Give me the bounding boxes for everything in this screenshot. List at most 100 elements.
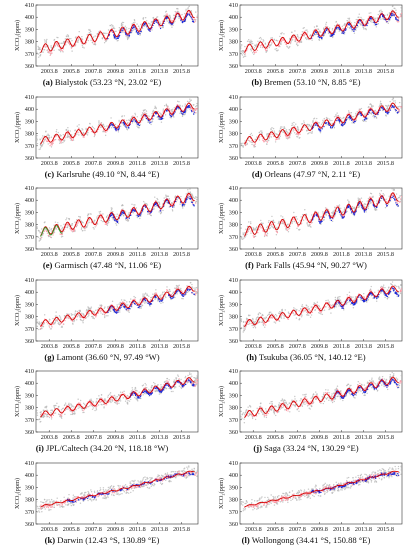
- background-point: [94, 44, 97, 46]
- model-point: [336, 205, 338, 207]
- background-point: [268, 46, 270, 49]
- observation-point: [128, 34, 131, 36]
- model-point: [278, 44, 280, 47]
- background-point: [319, 31, 322, 33]
- model-point: [59, 48, 61, 50]
- model-point: [194, 18, 196, 20]
- model-point: [105, 131, 107, 133]
- background-point: [37, 45, 39, 48]
- background-point: [398, 101, 401, 103]
- background-point: [114, 30, 116, 33]
- background-point: [118, 120, 120, 123]
- background-point: [82, 128, 84, 131]
- background-point: [107, 214, 109, 217]
- observation-point: [330, 34, 332, 36]
- background-point: [291, 222, 293, 225]
- background-point: [268, 132, 270, 134]
- background-point: [260, 38, 263, 40]
- background-point: [67, 126, 69, 129]
- background-point: [42, 140, 44, 142]
- background-point: [142, 118, 144, 120]
- model-point: [50, 142, 52, 144]
- background-point: [251, 42, 254, 45]
- background-point: [77, 40, 80, 42]
- background-point: [59, 51, 62, 53]
- background-point: [87, 213, 90, 216]
- background-point: [296, 44, 299, 47]
- background-point: [42, 141, 45, 144]
- background-point: [285, 130, 288, 132]
- observation-point: [386, 111, 388, 113]
- model-point: [245, 143, 247, 145]
- observation-point: [118, 127, 120, 129]
- panel-letter: (b): [251, 77, 262, 87]
- background-point: [153, 207, 155, 209]
- background-point: [43, 39, 46, 41]
- model-point: [123, 118, 126, 120]
- background-point: [256, 43, 258, 46]
- background-point: [140, 23, 142, 26]
- background-point: [306, 123, 308, 126]
- background-point: [320, 223, 322, 225]
- background-point: [350, 111, 353, 113]
- background-point: [124, 211, 127, 213]
- background-point: [91, 41, 94, 44]
- background-point: [85, 127, 87, 129]
- background-point: [61, 235, 64, 238]
- background-point: [39, 238, 41, 240]
- model-point: [294, 129, 296, 131]
- background-point: [273, 221, 276, 224]
- observation-point: [115, 220, 117, 222]
- background-point: [100, 220, 102, 222]
- background-point: [178, 17, 180, 20]
- background-point: [333, 209, 336, 212]
- model-point: [262, 46, 264, 48]
- observation-point: [116, 128, 118, 130]
- background-point: [66, 226, 69, 228]
- background-point: [126, 119, 128, 121]
- background-point: [394, 99, 396, 102]
- background-point: [116, 213, 118, 216]
- model-point: [56, 42, 58, 44]
- background-point: [159, 206, 161, 208]
- observation-point: [343, 123, 345, 125]
- background-point: [399, 105, 401, 107]
- observation-point: [159, 27, 162, 30]
- background-point: [182, 207, 184, 209]
- x-tick-label: 2005.8: [63, 251, 80, 258]
- plot-frame: [35, 96, 199, 158]
- observation-point: [193, 204, 195, 207]
- background-point: [194, 109, 196, 111]
- fit-curve: [40, 9, 195, 54]
- model-point: [85, 41, 88, 43]
- observation-point: [396, 19, 398, 21]
- background-point: [369, 192, 372, 195]
- background-point: [379, 103, 381, 106]
- background-point: [89, 29, 91, 31]
- background-point: [366, 200, 368, 203]
- background-point: [365, 22, 367, 24]
- model-point: [195, 111, 197, 113]
- background-point: [319, 216, 321, 218]
- background-point: [70, 133, 73, 136]
- model-point: [180, 14, 182, 16]
- background-point: [60, 236, 63, 238]
- model-point: [48, 234, 50, 237]
- background-point: [195, 105, 197, 107]
- background-point: [179, 203, 181, 206]
- background-point: [355, 119, 358, 121]
- background-point: [274, 48, 276, 50]
- background-point: [242, 50, 244, 52]
- background-point: [264, 43, 267, 45]
- background-point: [381, 109, 384, 111]
- model-point: [67, 133, 69, 135]
- background-point: [89, 122, 91, 124]
- model-point: [386, 201, 388, 203]
- background-point: [310, 34, 312, 37]
- background-point: [36, 139, 38, 142]
- model-point: [397, 21, 399, 23]
- background-point: [312, 120, 314, 123]
- background-point: [265, 229, 267, 231]
- background-point: [258, 131, 261, 134]
